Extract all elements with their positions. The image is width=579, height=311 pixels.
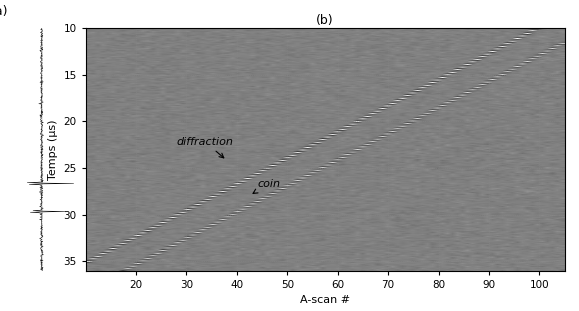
Text: (a): (a) [0,5,9,18]
Y-axis label: Temps (µs): Temps (µs) [48,119,58,179]
Text: coin: coin [253,179,280,193]
X-axis label: A-scan #: A-scan # [300,295,350,305]
Title: (b): (b) [316,14,334,27]
Text: diffraction: diffraction [177,137,233,158]
